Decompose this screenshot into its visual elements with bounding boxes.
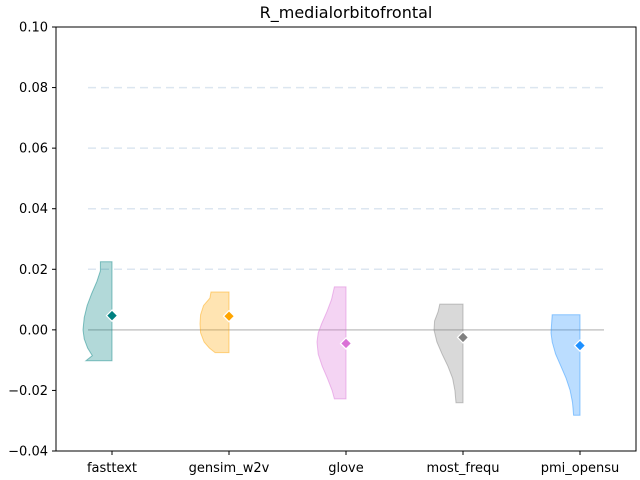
x-axis: fasttext gensim_w2v glove most_frequ pmi_ope…	[87, 451, 619, 476]
violin-gensim_w2v	[199, 291, 230, 354]
x-tick-label: most_frequ	[426, 461, 499, 476]
violin-most_frequ	[433, 303, 464, 404]
mean-marker-pmi_opensu	[573, 339, 587, 352]
y-tick-label: 0.06	[19, 142, 48, 157]
y-tick-label: −0.02	[8, 384, 48, 399]
violin-glove	[316, 286, 347, 400]
mean-marker-gensim_w2v	[222, 309, 236, 323]
violin-fasttext	[82, 261, 113, 362]
violin-pmi_opensu	[550, 314, 581, 416]
plot-frame	[55, 26, 637, 452]
x-tick-label: glove	[328, 461, 364, 476]
y-tick-label: 0.04	[19, 202, 48, 217]
x-tick-label: gensim_w2v	[189, 461, 270, 476]
mean-marker-glove	[339, 337, 353, 350]
violins	[82, 261, 587, 416]
y-axis: −0.04 −0.02 0.00 0.02 0.04 0.06 0.08 0.10	[8, 21, 56, 460]
x-tick-label: fasttext	[87, 461, 137, 476]
y-tick-label: −0.04	[8, 445, 48, 460]
mean-marker-most_frequ	[456, 331, 470, 344]
y-tick-label: 0.00	[19, 323, 48, 338]
y-tick-label: 0.10	[19, 21, 48, 36]
y-tick-label: 0.02	[19, 263, 48, 278]
y-tick-label: 0.08	[19, 81, 48, 96]
mean-marker-fasttext	[105, 309, 119, 322]
gridlines	[88, 86, 606, 271]
chart-title: R_medialorbitofrontal	[260, 3, 433, 23]
x-tick-label: pmi_opensu	[541, 461, 619, 476]
